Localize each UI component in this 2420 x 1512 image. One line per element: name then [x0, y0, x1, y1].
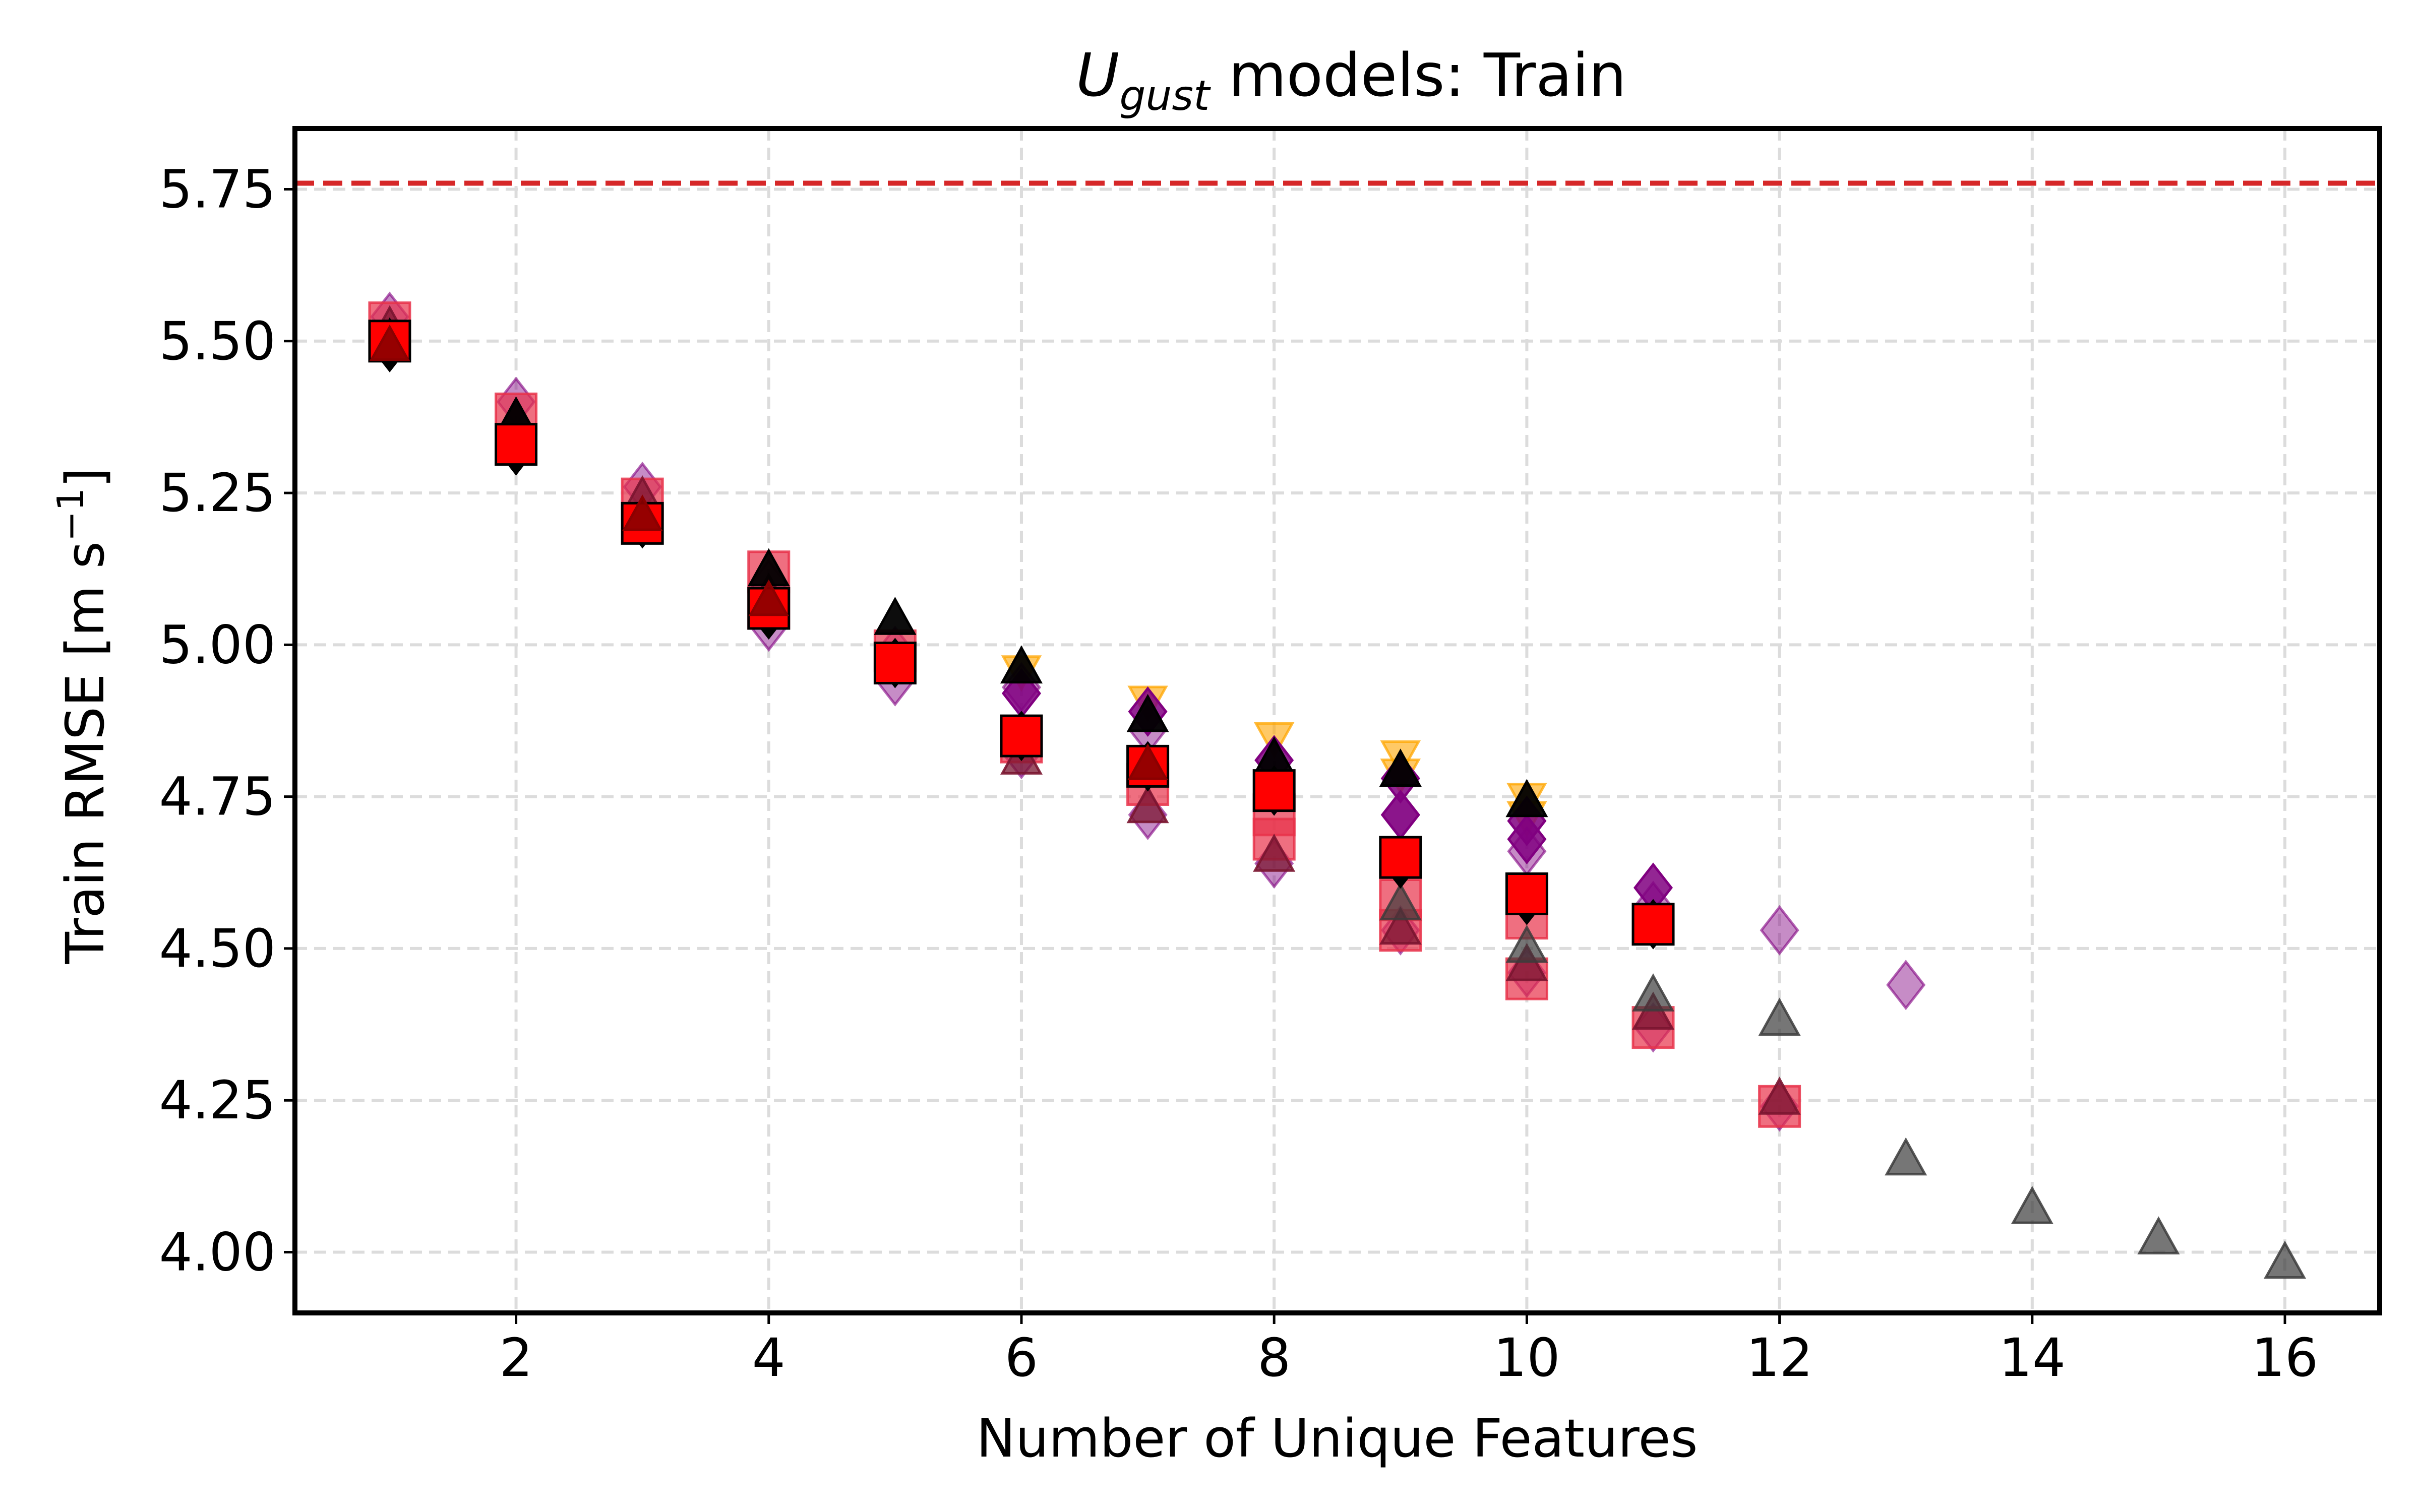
- y-tick-label: 4.50: [159, 918, 276, 979]
- point-triangle-up: [2011, 1185, 2053, 1224]
- point-diamond: [1507, 813, 1547, 865]
- series-triangle-up: [369, 324, 1168, 780]
- x-tick-label: 14: [1999, 1327, 2066, 1389]
- y-tick-label: 5.25: [159, 462, 276, 524]
- point-square: [1631, 903, 1675, 946]
- y-axis-label-prefix: Train RMSE [m s: [54, 541, 116, 965]
- point-square: [1505, 872, 1548, 915]
- x-axis-label: Number of Unique Features: [976, 1408, 1698, 1469]
- point-square: [1252, 769, 1296, 812]
- point-square: [1379, 836, 1422, 879]
- x-tick-label: 10: [1493, 1327, 1560, 1389]
- point-triangle-up: [1505, 924, 1548, 963]
- x-tick-label: 2: [499, 1327, 532, 1389]
- x-tick-label: 12: [1746, 1327, 1812, 1389]
- title-main: U: [1076, 40, 1119, 110]
- series-triangle-up: [1379, 882, 2307, 1279]
- point-triangle-up: [1758, 997, 1801, 1036]
- title-subscript: gust: [1119, 72, 1211, 120]
- point-triangle-up: [1379, 906, 1422, 945]
- point-triangle-up: [1126, 785, 1169, 824]
- y-tick-label: 5.75: [159, 159, 276, 220]
- point-diamond: [1760, 905, 1799, 956]
- point-triangle-up: [622, 494, 663, 531]
- point-triangle-up: [874, 597, 917, 635]
- point-triangle-up: [748, 579, 790, 616]
- point-triangle-up: [1631, 973, 1675, 1012]
- y-tick-label: 5.50: [159, 310, 276, 372]
- y-tick-label: 4.75: [159, 766, 276, 828]
- x-tick-label: 8: [1257, 1327, 1291, 1389]
- y-axis-label-exponent: −1: [49, 488, 92, 541]
- point-triangle-up: [2264, 1240, 2307, 1279]
- point-triangle-up: [1885, 1137, 1927, 1176]
- x-axis-ticks: 2 4 6 8 10 12 14 16: [499, 1313, 2318, 1389]
- point-triangle-up: [1126, 694, 1169, 732]
- point-triangle-up: [1758, 1077, 1801, 1115]
- point-square: [873, 642, 917, 685]
- point-square: [495, 423, 538, 466]
- plot-frame: [292, 126, 2382, 1315]
- y-tick-label: 5.00: [159, 614, 276, 675]
- point-square: [1000, 714, 1043, 758]
- title-rest: models: Train: [1209, 40, 1626, 110]
- x-tick-label: 6: [1005, 1327, 1038, 1389]
- y-axis-label-suffix: ]: [54, 467, 116, 488]
- data-points: [368, 291, 2307, 1279]
- x-tick-label: 16: [2252, 1327, 2318, 1389]
- point-triangle-up: [1505, 779, 1548, 817]
- chart-title: Ugust models: Train: [1076, 40, 1626, 120]
- point-triangle-up: [369, 324, 410, 361]
- point-triangle-up: [1253, 834, 1296, 872]
- y-tick-label: 4.25: [159, 1069, 276, 1131]
- point-triangle-up: [1127, 743, 1168, 780]
- y-axis-ticks: 4.00 4.25 4.50 4.75 5.00 5.25 5.50 5.75: [159, 159, 295, 1283]
- point-triangle-up: [2137, 1216, 2180, 1254]
- y-axis-label: Train RMSE [m s−1]: [49, 467, 116, 964]
- y-tick-label: 4.00: [159, 1221, 276, 1283]
- point-triangle-up: [1379, 882, 1422, 921]
- series-triangle-up: [368, 317, 1548, 817]
- x-tick-label: 4: [752, 1327, 785, 1389]
- point-triangle-up: [1379, 748, 1422, 787]
- point-triangle-up: [1000, 645, 1043, 684]
- point-diamond: [1886, 960, 1926, 1011]
